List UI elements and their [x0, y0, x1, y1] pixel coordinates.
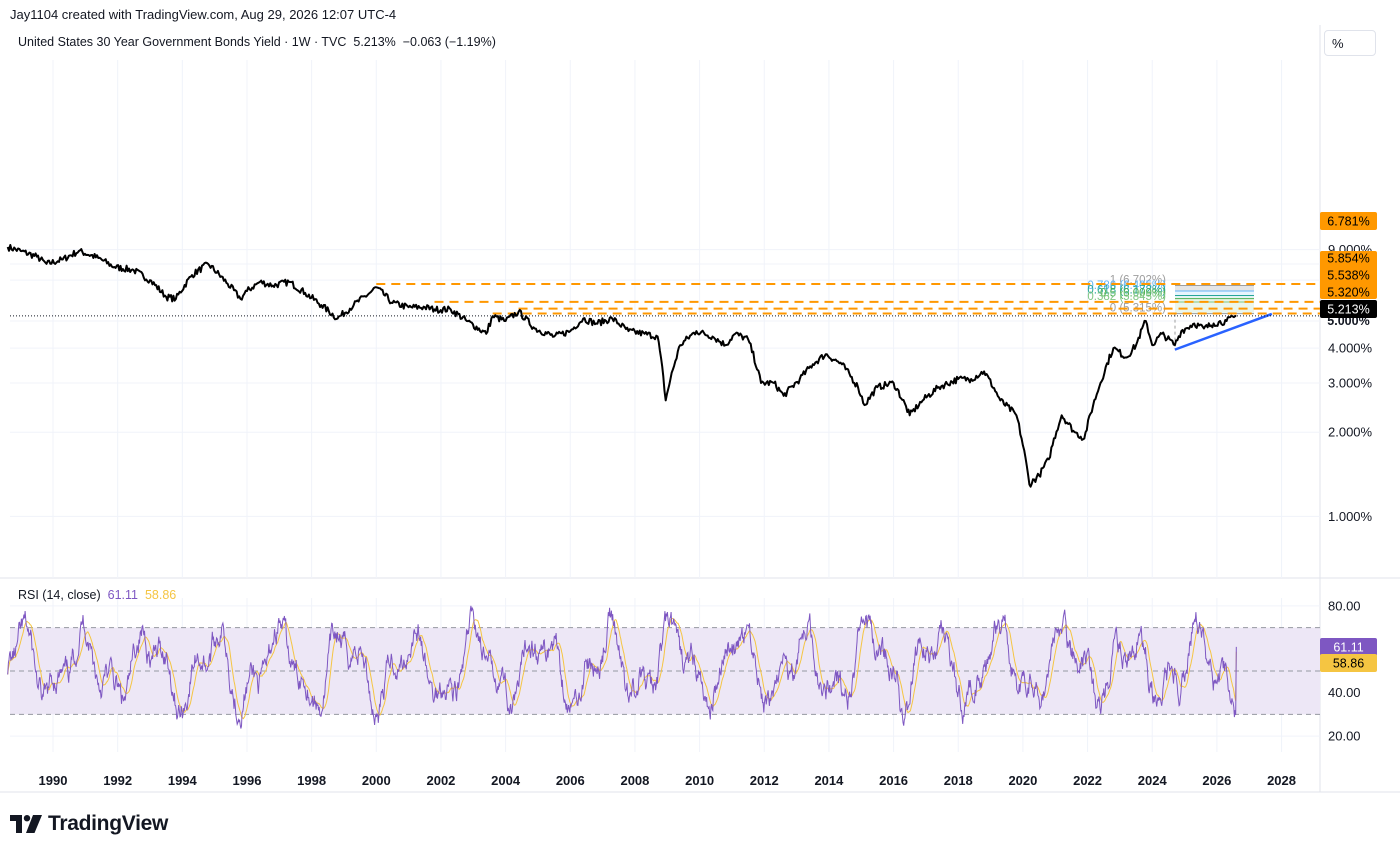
fib-zone [1175, 298, 1254, 303]
rsi-ma-line [7, 617, 1237, 720]
price-scale-unit-button[interactable]: % [1324, 30, 1376, 56]
x-tick-label: 2014 [814, 773, 844, 788]
rsi-value: 61.11 [107, 588, 138, 602]
level-badge-text: 5.854% [1327, 252, 1369, 266]
brand[interactable]: TradingView [10, 810, 168, 838]
rsi-label: RSI (14, close) [18, 588, 101, 602]
level-badge: 6.781% [1320, 212, 1377, 230]
fib-zone [1175, 302, 1254, 314]
rsi-series [7, 605, 1237, 729]
price-series [6, 244, 1320, 488]
tradingview-logo-icon [10, 815, 42, 833]
rsi-band-fill [10, 627, 1320, 715]
y-tick-label: 4.000% [1328, 341, 1373, 356]
x-tick-label: 2004 [491, 773, 521, 788]
level-badge-bg [1320, 212, 1377, 230]
rsi-band [10, 627, 1320, 715]
trendline [1174, 312, 1273, 351]
fib-level-label: 0.786 (6.405%) [1087, 280, 1166, 292]
x-tick-label: 2010 [685, 773, 714, 788]
x-tick-label: 2008 [620, 773, 649, 788]
last-price-badge: 5.213% [1320, 300, 1377, 318]
x-tick-label: 2000 [362, 773, 391, 788]
x-tick-label: 2006 [556, 773, 585, 788]
x-tick-label: 2012 [750, 773, 779, 788]
rsi-ma-badge: 58.86 [1320, 654, 1377, 672]
symbol-legend[interactable]: United States 30 Year Government Bonds Y… [18, 35, 496, 49]
y-tick-label: 8.000% [1328, 256, 1373, 271]
axes: 1990 1992 1994 1996 1998 2000 2002 2004 2006 2008… [39, 242, 1373, 788]
y-tick-label: 3.000% [1328, 376, 1373, 391]
x-tick-label: 2026 [1202, 773, 1231, 788]
y-tick-label: 1.000% [1328, 509, 1373, 524]
x-tick-label: 1996 [233, 773, 262, 788]
y-tick-label: 9.000% [1328, 242, 1373, 257]
x-tick-label: 2020 [1008, 773, 1037, 788]
x-tick-label: 2002 [426, 773, 455, 788]
rsi-badge-bg [1320, 638, 1377, 656]
horizontal-levels [376, 283, 1320, 351]
rsi-badge: 61.11 [1320, 638, 1377, 656]
x-tick-label: 2024 [1138, 773, 1168, 788]
x-tick-label: 1990 [39, 773, 68, 788]
last-price: 5.213% [353, 35, 396, 49]
level-badge-text: 5.320% [1327, 286, 1369, 300]
price-badges: 6.781% 5.854% 5.538% 5.320% 5.000%5.213% 61.1… [1320, 212, 1377, 672]
last-price-badge-bg [1320, 300, 1377, 318]
fib-zone [1175, 290, 1254, 296]
rsi-tick-label: 20.00 [1328, 729, 1361, 744]
x-tick-label: 2022 [1073, 773, 1102, 788]
rsi-tick-label: 40.00 [1328, 685, 1361, 700]
y-tick-label: 5.000% [1327, 314, 1369, 328]
price-line [6, 244, 1237, 488]
x-tick-label: 1998 [297, 773, 326, 788]
rsi-tick-label: 80.00 [1328, 598, 1361, 613]
brand-name: TradingView [48, 812, 169, 835]
x-tick-label: 1994 [168, 773, 198, 788]
rsi-badge-text: 61.11 [1333, 641, 1363, 655]
fib-level-label: 1 (6.702%) [1110, 274, 1166, 286]
price-change: −0.063 (−1.19%) [402, 35, 496, 49]
grid [0, 25, 1400, 793]
fib-zone [1175, 285, 1254, 291]
fib-level-label: 0.382 (5.845%) [1087, 291, 1166, 303]
x-tick-label: 1992 [103, 773, 132, 788]
fib-zone [1175, 295, 1254, 299]
symbol-title: United States 30 Year Government Bonds Y… [18, 35, 347, 49]
fib-level-label: 0 (5.315%) [1110, 303, 1166, 315]
y-tick-label: 2.000% [1328, 425, 1373, 440]
level-badge-group [1320, 251, 1377, 299]
level-badge-text: 5.538% [1327, 269, 1369, 283]
rsi-ma-badge-text: 58.86 [1333, 657, 1364, 671]
rsi-line [7, 605, 1237, 729]
x-tick-label: 2016 [879, 773, 908, 788]
last-price-badge-text: 5.213% [1327, 303, 1369, 317]
x-tick-label: 2018 [944, 773, 973, 788]
x-tick-label: 2028 [1267, 773, 1296, 788]
fibonacci-retracement: 1 (6.702%)0.786 (6.405%)0.618 (6.172%)0.… [1087, 274, 1254, 350]
chart-credit: Jay1104 created with TradingView.com, Au… [10, 7, 397, 22]
rsi-ma-value: 58.86 [144, 588, 177, 602]
level-badge-text: 6.781% [1327, 215, 1369, 229]
rsi-legend[interactable]: RSI (14, close) 61.11 58.86 [18, 588, 176, 602]
fib-level-label: 0.5 (6.009%) [1100, 288, 1166, 300]
rsi-ma-badge-bg [1320, 654, 1377, 672]
fib-level-label: 0.618 (6.172%) [1087, 284, 1166, 296]
y-tick-label: 7.000% [1328, 273, 1373, 288]
